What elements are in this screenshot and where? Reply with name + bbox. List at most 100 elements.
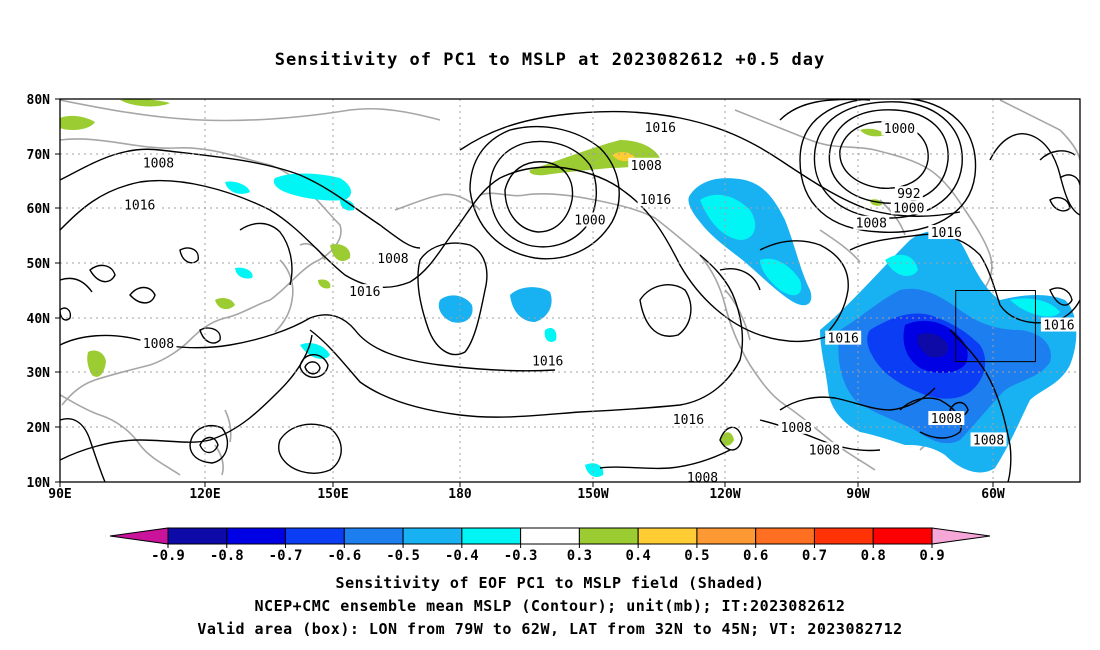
contour-label-bg [853, 215, 890, 230]
contour-label: 1016 [673, 413, 704, 428]
colorbar-tick-label: -0.3 [504, 548, 538, 564]
colorbar-tick-label: 0.9 [919, 548, 944, 564]
contour-label-bg [670, 412, 707, 427]
lat-label: 10N [27, 476, 51, 491]
lat-label: 40N [27, 312, 51, 327]
contour-labels: 1016 1008 1016 1000 1008 1016 1008 1016 1008 1016… [121, 119, 1077, 486]
lon-label: 120E [189, 487, 220, 502]
colorbar-tick-label: -0.5 [386, 548, 420, 564]
lon-label: 90E [48, 487, 71, 502]
colorbar-tick-label: -0.4 [445, 548, 479, 564]
contour-label: 1008 [856, 217, 887, 232]
colorbar-low-arrow [109, 527, 169, 545]
contour-label-bg [140, 336, 177, 351]
contour-label-bg [778, 419, 815, 434]
colorbar-segment [226, 527, 287, 545]
contour-label-bg [684, 470, 721, 482]
colorbar-segment [755, 527, 815, 545]
colorbar-segment [167, 527, 228, 545]
colorbar-segment [520, 527, 580, 545]
lon-label: 150W [577, 487, 608, 502]
contour-label: 1000 [574, 213, 605, 228]
lat-labels: 80N 70N 60N 50N 40N 30N 20N 10N [27, 93, 51, 491]
colorbar-tick-label: 0.4 [626, 548, 651, 564]
contour-label-bg [140, 155, 177, 170]
colorbar-tick-label: 0.5 [684, 548, 709, 564]
colorbar-segment [402, 527, 463, 545]
colorbar-tick-label: -0.6 [327, 548, 361, 564]
lon-label: 180 [448, 487, 472, 502]
colorbar-tick-label: -0.9 [151, 548, 185, 564]
lat-label: 70N [27, 148, 51, 163]
contour-label: 1008 [687, 471, 718, 486]
contour-label-bg [894, 186, 923, 201]
contour-label: 1016 [532, 355, 563, 370]
contour-label: 1016 [828, 332, 859, 347]
colorbar-segment [461, 527, 522, 545]
valid-area-box [955, 290, 1036, 363]
sensitivity-shading [60, 99, 1077, 477]
contour-label: 1016 [640, 193, 671, 208]
contour-label-bg [970, 432, 1007, 447]
contour-label-bg [374, 250, 411, 265]
contour-label-bg [121, 197, 158, 212]
lon-label: 60W [981, 487, 1005, 502]
lat-label: 60N [27, 202, 51, 217]
lat-label: 20N [27, 421, 51, 436]
contour-label: 1016 [645, 121, 676, 136]
colorbar-tick-label: 0.8 [861, 548, 886, 564]
contour-label: 1008 [143, 157, 174, 172]
colorbar-segment [578, 527, 639, 545]
contour-label: 1016 [931, 226, 962, 241]
contour-label-bg [642, 119, 679, 134]
colorbar-segment [813, 527, 874, 545]
colorbar: -0.9 -0.8 -0.7 -0.6 -0.5 -0.4 -0.3 0.3 0.4 0.5 0.6… [109, 527, 991, 564]
colorbar-segment [285, 527, 345, 545]
contour-label-bg [637, 192, 674, 207]
contour-label: 1008 [631, 159, 662, 174]
contour-label-bg [1040, 317, 1077, 332]
lon-label: 90W [846, 487, 870, 502]
caption-line-3: Valid area (box): LON from 79W to 62W, L… [197, 620, 903, 638]
colorbar-segment [696, 527, 757, 545]
lat-label: 30N [27, 366, 51, 381]
lon-labels: 90E 120E 150E 180 150W 120W 90W 60W [48, 487, 1005, 502]
contour-label: 1008 [143, 337, 174, 352]
contour-label: 1008 [931, 412, 962, 427]
colorbar-segment [637, 527, 698, 545]
contour-label: 1008 [973, 433, 1004, 448]
caption-line-1: Sensitivity of EOF PC1 to MSLP field (Sh… [335, 574, 765, 592]
contour-label: 992 [897, 187, 920, 202]
contour-label-bg [825, 330, 862, 345]
lon-label: 150E [317, 487, 348, 502]
contour-label: 1016 [349, 285, 380, 300]
grid-lines [60, 99, 1080, 482]
contour-label: 1008 [377, 252, 408, 267]
contour-label: 1000 [884, 122, 915, 137]
caption-line-2: NCEP+CMC ensemble mean MSLP (Contour); u… [254, 597, 846, 615]
lat-label: 50N [27, 257, 51, 272]
contour-label: 1016 [1043, 319, 1074, 334]
colorbar-tick-label: 0.6 [743, 548, 768, 564]
contour-label-bg [628, 157, 665, 172]
contour-label: 1016 [124, 199, 155, 214]
contour-label-bg [571, 212, 608, 227]
contour-label-bg [529, 353, 566, 368]
colorbar-tick-label: -0.8 [210, 548, 244, 564]
contour-label-bg [928, 411, 965, 426]
mslp-contours [60, 99, 1080, 482]
map-frame [59, 98, 1081, 483]
lon-label: 120W [709, 487, 740, 502]
plot-title: Sensitivity of PC1 to MSLP at 2023082612… [274, 50, 826, 70]
axis-ticks [55, 98, 994, 487]
contour-label-bg [881, 121, 918, 136]
colorbar-high-arrow [931, 527, 991, 545]
lat-label: 80N [27, 93, 51, 108]
contour-label: 1008 [781, 421, 812, 436]
colorbar-segment [343, 527, 404, 545]
colorbar-tick-label: -0.7 [269, 548, 303, 564]
contour-label-bg [928, 225, 965, 240]
contour-label-bg [806, 442, 843, 457]
contour-label: 1000 [893, 201, 924, 216]
